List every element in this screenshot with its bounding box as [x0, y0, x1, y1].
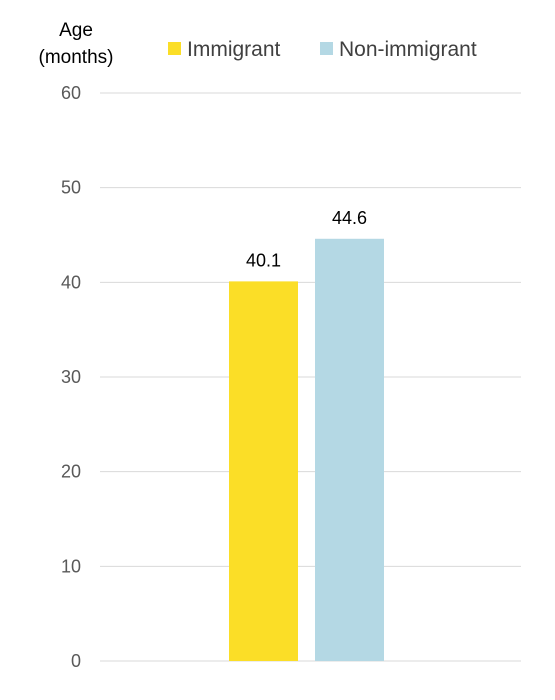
- legend-swatch-non-immigrant: [320, 42, 333, 55]
- y-tick-label-30: 30: [61, 367, 81, 387]
- y-axis-ticks: 0 10 20 30 40 50 60: [61, 83, 81, 671]
- bar-immigrant: [229, 281, 298, 661]
- bars: [229, 238, 384, 661]
- bar-non-immigrant: [315, 238, 384, 661]
- legend: Immigrant Non-immigrant: [168, 38, 477, 61]
- y-axis-title-line-1: Age: [59, 20, 93, 41]
- y-tick-label-40: 40: [61, 272, 81, 292]
- legend-label-immigrant: Immigrant: [187, 38, 281, 61]
- gridlines: [100, 92, 521, 662]
- y-tick-label-20: 20: [61, 462, 81, 482]
- data-labels: 40.1 44.6: [246, 208, 367, 271]
- y-tick-label-50: 50: [61, 178, 81, 198]
- y-axis-title-line-2: (months): [39, 47, 114, 68]
- legend-label-non-immigrant: Non-immigrant: [339, 38, 477, 61]
- data-label-immigrant: 40.1: [246, 250, 281, 270]
- data-label-non-immigrant: 44.6: [332, 208, 367, 228]
- legend-swatch-immigrant: [168, 42, 181, 55]
- y-tick-label-60: 60: [61, 83, 81, 103]
- y-tick-label-10: 10: [61, 556, 81, 576]
- y-tick-label-0: 0: [71, 651, 81, 671]
